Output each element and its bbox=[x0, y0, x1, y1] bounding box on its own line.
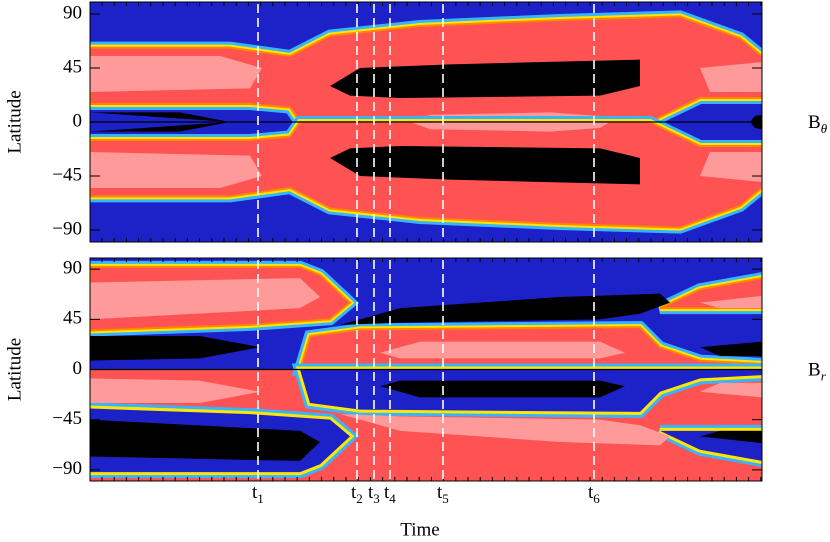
y-tick-label: 90 bbox=[63, 258, 82, 279]
contour-region bbox=[700, 382, 762, 398]
panel-frame bbox=[89, 1, 763, 243]
x-axis-label: Time bbox=[400, 519, 439, 540]
marker-subscript: 4 bbox=[389, 491, 396, 506]
contour-region bbox=[330, 146, 640, 185]
contour-region bbox=[700, 152, 762, 182]
marker-label: t4 bbox=[384, 482, 396, 506]
contour-region bbox=[330, 59, 640, 98]
marker-symbol: t bbox=[588, 482, 594, 503]
contour-region bbox=[750, 114, 762, 122]
marker-subscript: 5 bbox=[442, 491, 449, 506]
panel-frame bbox=[89, 257, 763, 482]
field-subscript: r bbox=[821, 368, 827, 383]
y-tick-label: −45 bbox=[52, 408, 82, 429]
field-symbol: B bbox=[808, 360, 821, 381]
contour-region bbox=[380, 341, 625, 359]
contour-region bbox=[340, 293, 670, 325]
contour-region bbox=[90, 56, 262, 92]
field-label: Br bbox=[808, 360, 827, 384]
marker-subscript: 2 bbox=[356, 491, 363, 506]
contour-region bbox=[700, 62, 762, 92]
contour-region bbox=[340, 414, 670, 446]
marker-symbol: t bbox=[252, 482, 258, 503]
marker-subscript: 3 bbox=[373, 491, 380, 506]
y-tick-label: −90 bbox=[52, 218, 82, 239]
field-subscript: θ bbox=[821, 121, 828, 136]
contour-region bbox=[380, 380, 625, 398]
contour-region bbox=[410, 122, 610, 132]
contour-field bbox=[90, 258, 762, 481]
y-axis-label: Latitude bbox=[4, 90, 25, 153]
y-tick-label: −45 bbox=[52, 164, 82, 185]
marker-label: t3 bbox=[368, 482, 380, 506]
contour-region bbox=[90, 419, 320, 461]
y-tick-label: 90 bbox=[63, 2, 82, 23]
contour-region bbox=[700, 341, 762, 357]
contour-region bbox=[90, 122, 230, 132]
contour-region bbox=[700, 430, 762, 444]
contour-region bbox=[700, 295, 762, 309]
y-tick-label: 0 bbox=[73, 358, 83, 379]
contour-region bbox=[90, 152, 262, 188]
marker-symbol: t bbox=[368, 482, 374, 503]
y-tick-label: −90 bbox=[52, 458, 82, 479]
marker-label: t1 bbox=[252, 482, 264, 506]
marker-subscript: 6 bbox=[593, 491, 600, 506]
field-symbol: B bbox=[808, 112, 821, 133]
contour-region bbox=[90, 336, 260, 361]
contour-region bbox=[90, 278, 320, 320]
y-tick-label: 45 bbox=[63, 56, 82, 77]
marker-symbol: t bbox=[437, 482, 443, 503]
field-label: Bθ bbox=[808, 112, 828, 136]
y-axis-label: Latitude bbox=[4, 338, 25, 401]
marker-subscript: 1 bbox=[257, 491, 264, 506]
contour-region bbox=[90, 378, 260, 403]
marker-label: t5 bbox=[437, 482, 449, 506]
marker-label: t6 bbox=[588, 482, 600, 506]
y-tick-label: 45 bbox=[63, 308, 82, 329]
marker-symbol: t bbox=[384, 482, 390, 503]
contour-region bbox=[90, 112, 230, 122]
marker-symbol: t bbox=[351, 482, 357, 503]
marker-label: t2 bbox=[351, 482, 363, 506]
y-tick-label: 0 bbox=[73, 110, 83, 131]
contour-region bbox=[750, 122, 762, 130]
